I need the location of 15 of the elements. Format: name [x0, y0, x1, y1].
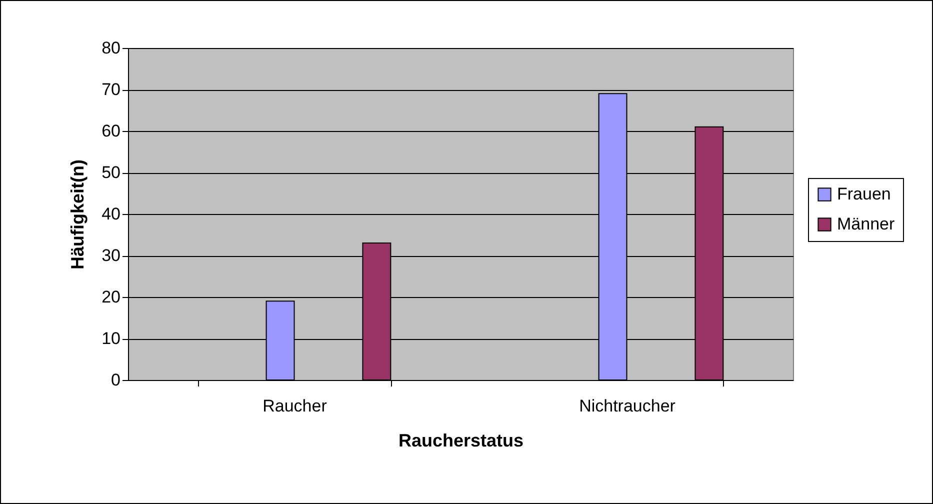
y-tick-label: 20: [102, 288, 120, 306]
y-tick-label: 50: [102, 163, 120, 182]
legend-label: Frauen: [837, 184, 891, 204]
legend-label: Männer: [837, 214, 895, 234]
y-tick-label: 0: [111, 370, 120, 390]
y-tick-label: 60: [102, 122, 120, 140]
y-axis-title: Häufigkeit(n): [68, 160, 88, 270]
y-tick-label: 80: [102, 38, 120, 58]
y-tick-label: 40: [102, 204, 120, 224]
x-tick-label: Raucher: [262, 396, 328, 416]
y-tick-label: 10: [102, 329, 120, 348]
y-tick-label: 30: [102, 246, 120, 265]
x-tick-label: Nichtraucher: [579, 396, 676, 416]
y-tick-label: 70: [102, 80, 120, 99]
x-axis-title: Raucherstatus: [398, 430, 524, 450]
